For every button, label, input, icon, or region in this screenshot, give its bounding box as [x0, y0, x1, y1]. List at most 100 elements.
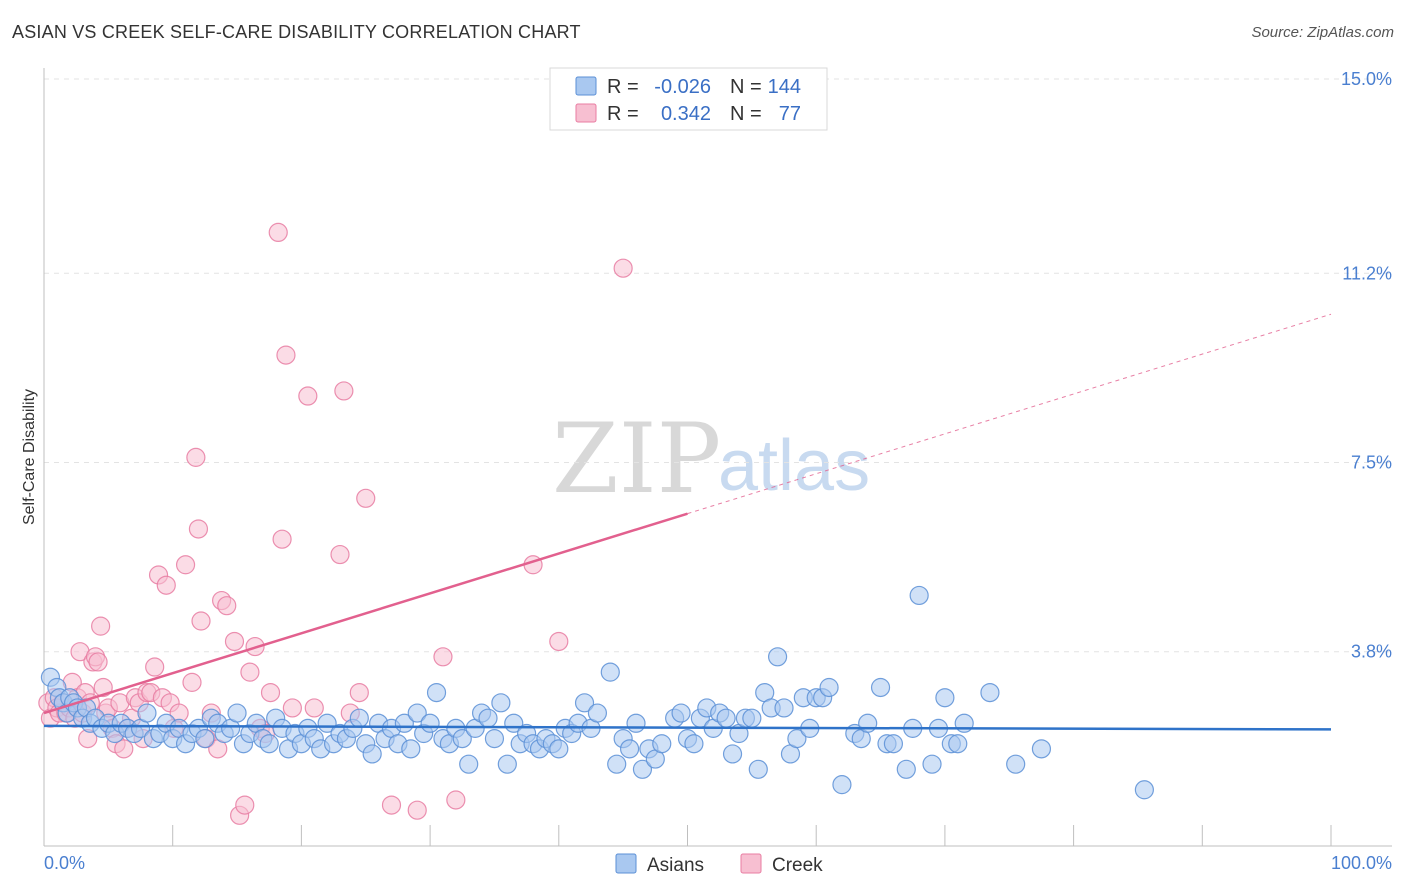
creek-point [381, 795, 402, 815]
creek-point [217, 596, 237, 616]
asian-point [259, 734, 279, 754]
creek-point [93, 677, 113, 698]
bottom-legend-swatch-creek [740, 853, 762, 874]
legend-swatch-creek [575, 103, 597, 123]
asian-point [858, 713, 878, 733]
y-tick-label: 7.5% [1351, 453, 1392, 473]
legend-creek-r-value: 0.342 [661, 103, 711, 125]
x-tick-label-max: 100.0% [1331, 853, 1392, 873]
asian-point [671, 703, 691, 723]
creek-trend-extension [687, 313, 1332, 515]
creek-point [613, 258, 633, 278]
watermark-zip: ZIP [552, 403, 721, 515]
asian-point [748, 759, 768, 779]
bottom-legend-asians: Asians [647, 855, 704, 876]
watermark: ZIP atlas [552, 403, 870, 515]
asian-point [819, 677, 839, 698]
asian-point [459, 754, 479, 774]
asian-point [870, 677, 891, 698]
creek-point [349, 682, 369, 703]
y-tick-labels: 3.8% 7.5% 11.2% 15.0% [1341, 69, 1392, 662]
creek-point [145, 657, 165, 677]
asian-point [549, 739, 569, 759]
chart-title: ASIAN VS CREEK SELF-CARE DISABILITY CORR… [12, 22, 581, 42]
asian-point [478, 708, 498, 728]
asian-point [832, 775, 852, 795]
asian-point [787, 729, 807, 749]
source-label: Source: ZipAtlas.com [1251, 24, 1394, 41]
watermark-atlas: atlas [718, 426, 870, 506]
x-tick-marks [172, 825, 1332, 846]
creek-point [175, 555, 196, 575]
asian-point [1134, 780, 1154, 800]
y-tick-label: 3.8% [1351, 642, 1392, 662]
creek-point [407, 800, 427, 820]
legend-asians-r-label: R = [607, 76, 639, 98]
creek-point [156, 575, 176, 595]
creek-point [224, 631, 245, 652]
asian-point [587, 703, 608, 723]
asian-point [922, 754, 942, 774]
asian-point [452, 729, 472, 749]
bottom-legend: Asians Creek [615, 853, 823, 876]
creek-point [260, 682, 281, 703]
asian-point [1006, 754, 1026, 774]
creek-point [268, 222, 288, 242]
creek-point [91, 616, 111, 636]
creek-point [433, 647, 453, 667]
gridlines [44, 78, 1392, 653]
asian-point [652, 734, 672, 754]
asian-point [883, 734, 904, 754]
asian-point [484, 729, 505, 749]
creek-point [334, 381, 354, 401]
asian-point [767, 647, 788, 667]
asian-point [607, 754, 627, 774]
asian-point [600, 662, 620, 682]
creek-point [549, 631, 569, 652]
x-tick-label-min: 0.0% [44, 853, 85, 873]
creek-point [282, 698, 302, 718]
asian-point [684, 734, 704, 754]
asian-point [774, 698, 794, 718]
legend-asians-n-label: N = [730, 76, 762, 98]
creek-point [186, 447, 206, 467]
trend-lines [43, 313, 1332, 731]
asian-point [420, 713, 440, 733]
asian-point [195, 729, 215, 749]
creek-point [235, 795, 255, 815]
asian-point [935, 688, 955, 708]
legend-swatch-asians [575, 76, 597, 96]
bottom-legend-swatch-asians [615, 853, 637, 874]
asian-point [227, 703, 247, 723]
asian-point [574, 693, 595, 713]
legend-asians-n-value: 144 [768, 76, 801, 98]
legend-creek-n-value: 77 [779, 103, 801, 125]
creek-trend-line [43, 512, 688, 715]
y-tick-label: 11.2% [1342, 263, 1392, 283]
asian-point [497, 754, 517, 774]
creek-point [114, 739, 134, 759]
asian-point [362, 744, 382, 764]
legend-creek-n-label: N = [730, 103, 762, 125]
asian-trend-line [43, 724, 1332, 731]
asian-point [619, 739, 640, 759]
asian-point [716, 708, 736, 728]
bottom-legend-creek: Creek [772, 855, 823, 876]
asian-point [626, 713, 646, 733]
asian-point [349, 708, 369, 728]
y-tick-label: 15.0% [1341, 69, 1392, 89]
creek-point [182, 672, 202, 692]
creek-point [188, 519, 209, 539]
creek-point [304, 698, 324, 718]
legend: R = -0.026 N = 144 R = 0.342 N = 77 [549, 67, 828, 131]
asian-point [1031, 739, 1052, 759]
asian-point [407, 703, 427, 723]
legend-creek-r-label: R = [607, 103, 639, 125]
creek-point [298, 386, 318, 406]
creek-point [446, 790, 466, 810]
asian-point [909, 585, 929, 606]
creek-point [356, 488, 376, 508]
asian-point [980, 682, 1000, 703]
creek-point [191, 611, 211, 631]
